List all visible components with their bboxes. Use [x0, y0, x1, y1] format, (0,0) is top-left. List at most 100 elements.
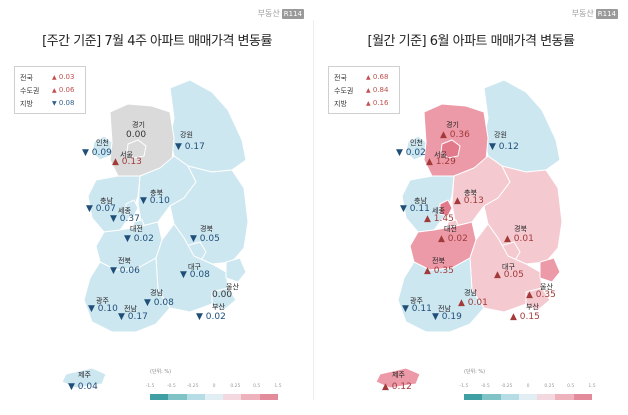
region-label-chungnam: 충남 [414, 197, 427, 205]
region-label-jeju: 제주 [392, 371, 405, 379]
region-label-jeonbuk: 전북 [118, 257, 131, 265]
summary-value: ▲ 0.68 [366, 73, 389, 81]
legend-swatch [186, 394, 205, 400]
region-value-chungbuk: ▼ 0.10 [140, 196, 170, 206]
region-label-daejeon: 대전 [130, 225, 143, 233]
region-value-jeonnam: ▼ 0.17 [118, 312, 148, 322]
region-label-gyeonggi: 경기 [446, 121, 459, 129]
legend-tick: -0.25 [186, 384, 199, 389]
region-sejong [125, 199, 139, 217]
region-value-ulsan: 0.00 [212, 290, 233, 300]
region-label-gyeonggi: 경기 [132, 121, 145, 129]
region-label-gyeongbuk: 경북 [514, 225, 527, 233]
r114-logo: 부동산 R114 [257, 9, 304, 19]
arrow-icon: ▲ [52, 87, 57, 94]
legend-tick: 1.5 [588, 384, 596, 389]
region-value-chungbuk: ▲ 0.13 [454, 196, 484, 206]
legend-swatch [537, 394, 556, 400]
legend-unit: (단위: %) [150, 369, 172, 375]
summary-row-national: 전국 ▲ 0.68 [334, 73, 389, 82]
region-value-sejong: ▼ 0.37 [110, 214, 140, 224]
summary-row-capital: 수도권 ▲ 0.06 [20, 86, 75, 95]
legend-swatch [223, 394, 242, 400]
region-value-gwangju: ▼ 0.11 [402, 304, 432, 314]
region-chungnam [401, 175, 455, 233]
region-value-gyeonggi: 0.00 [126, 130, 147, 140]
region-label-jeonbuk: 전북 [432, 257, 445, 265]
region-value-sejong: ▲ 1.45 [424, 214, 454, 224]
region-label-sejong: 세종 [432, 207, 445, 215]
legend-swatch [464, 394, 483, 400]
region-incheon [91, 135, 113, 161]
legend-unit: (단위: %) [464, 369, 486, 375]
region-label-jeonnam: 전남 [438, 305, 451, 313]
region-label-gwangju: 광주 [96, 297, 109, 305]
summary-row-provinces: 지방 ▲ 0.16 [334, 99, 389, 108]
summary-value: ▼ 0.08 [52, 99, 75, 107]
summary-value: ▲ 0.84 [366, 86, 389, 94]
region-label-gangwon: 강원 [180, 131, 193, 139]
arrow-icon: ▲ [52, 74, 57, 81]
region-value-daejeon: ▲ 0.02 [438, 234, 468, 244]
arrow-icon: ▲ [366, 87, 371, 94]
region-ulsan [539, 257, 561, 283]
region-label-gwangju: 광주 [410, 297, 423, 305]
region-value-jeonbuk: ▲ 0.35 [424, 266, 454, 276]
region-value-seoul: ▲ 1.29 [426, 157, 456, 167]
legend-tick: 1.5 [274, 384, 282, 389]
panel-title: [월간 기준] 6월 아파트 매매가격 변동률 [367, 34, 575, 49]
region-value-gangwon: ▼ 0.12 [489, 142, 519, 152]
legend-ticks: -1.5 -0.5 -0.25 0 0.25 0.5 1.5 [146, 384, 282, 392]
region-label-jeonnam: 전남 [124, 305, 137, 313]
region-value-ulsan: ▲ 0.35 [526, 290, 556, 300]
region-label-seoul: 서울 [120, 151, 133, 159]
summary-row-national: 전국 ▲ 0.03 [20, 73, 75, 82]
summary-value: ▲ 0.16 [366, 99, 389, 107]
legend-tick: -1.5 [459, 384, 469, 389]
region-value-seoul: ▲ 0.13 [112, 157, 142, 167]
region-label-seoul: 서울 [434, 151, 447, 159]
region-label-chungbuk: 충북 [464, 189, 477, 197]
region-label-gangwon: 강원 [494, 131, 507, 139]
region-label-daegu: 대구 [188, 263, 201, 271]
legend-swatch [482, 394, 501, 400]
region-value-busan: ▼ 0.02 [196, 312, 226, 322]
legend-swatch [259, 394, 278, 400]
region-value-gyeongnam: ▲ 0.01 [458, 298, 488, 308]
region-jeonnam [397, 257, 485, 333]
region-label-gyeongbuk: 경북 [200, 225, 213, 233]
region-busan [211, 287, 237, 311]
region-value-chungnam: ▼ 0.11 [400, 204, 430, 214]
arrow-icon: ▲ [366, 74, 371, 81]
legend-swatch [204, 394, 224, 400]
legend-swatch [555, 394, 574, 400]
summary-value: ▲ 0.06 [52, 86, 75, 94]
legend-tick: -1.5 [145, 384, 155, 389]
legend-tick: 0.25 [544, 384, 555, 389]
region-value-chungnam: ▼ 0.07 [86, 204, 116, 214]
region-value-gwangju: ▼ 0.10 [88, 304, 118, 314]
panel-divider [313, 20, 314, 400]
region-value-gyeongbuk: ▲ 0.01 [504, 234, 534, 244]
korea-map [375, 79, 563, 389]
region-value-jeju: ▼ 0.04 [68, 382, 98, 392]
panel-title: [주간 기준] 7월 4주 아파트 매매가격 변동률 [42, 34, 272, 49]
region-sejong [439, 199, 453, 217]
monthly-panel: 부동산 R114 [월간 기준] 6월 아파트 매매가격 변동률 전국 ▲ 0.68… [314, 0, 628, 415]
region-value-jeonnam: ▼ 0.19 [432, 312, 462, 322]
legend-tick: -0.25 [500, 384, 513, 389]
region-label-busan: 부산 [212, 303, 225, 311]
region-seoul [126, 139, 147, 159]
r114-logo: 부동산 R114 [571, 9, 618, 19]
legend-ticks: -1.5 -0.5 -0.25 0 0.25 0.5 1.5 [460, 384, 596, 392]
legend-tick: 0.5 [253, 384, 261, 389]
region-value-busan: ▲ 0.15 [510, 312, 540, 322]
legend-swatch [241, 394, 260, 400]
legend-bar [464, 394, 592, 400]
region-busan [525, 287, 551, 311]
region-value-gangwon: ▼ 0.17 [175, 142, 205, 152]
summary-row-capital: 수도권 ▲ 0.84 [334, 86, 389, 95]
legend-swatch [573, 394, 592, 400]
region-incheon [405, 135, 427, 161]
legend-tick: 0.25 [230, 384, 241, 389]
